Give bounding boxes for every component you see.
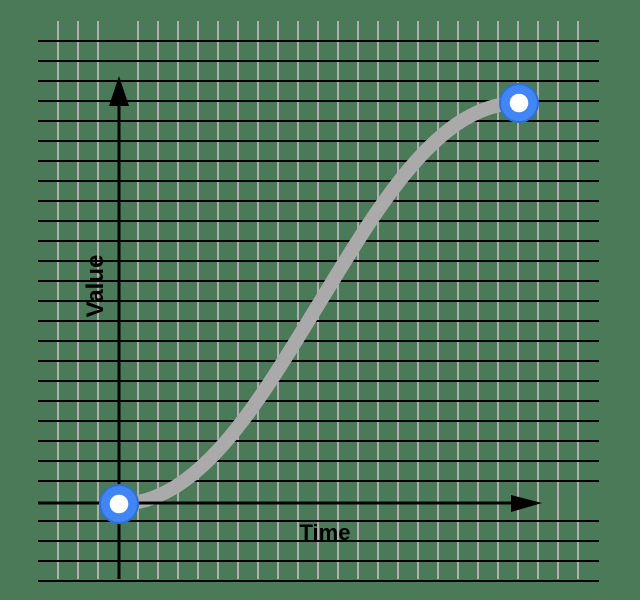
svg-text:Time: Time [300, 520, 351, 545]
svg-text:Value: Value [82, 255, 109, 318]
